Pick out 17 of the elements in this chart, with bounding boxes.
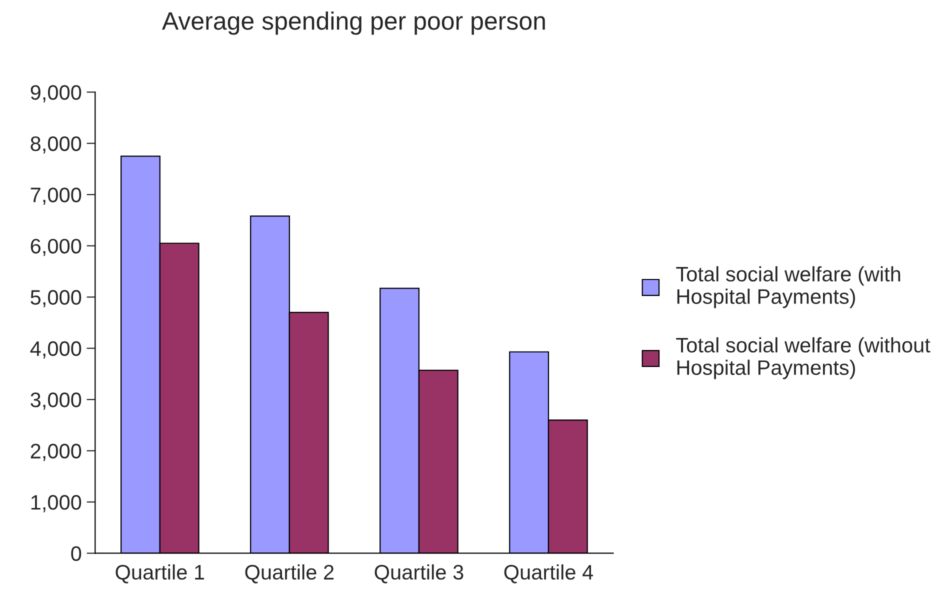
x-tick-label: Quartile 4	[504, 564, 594, 584]
x-tick-label: Quartile 1	[116, 564, 204, 584]
y-tick-label: 9,000	[30, 85, 82, 102]
chart-title: Average spending per poor person	[162, 11, 545, 35]
y-tick-label: 0	[71, 546, 82, 561]
y-tick-label: 5,000	[30, 290, 82, 308]
x-tick-label: Quartile 2	[245, 564, 334, 584]
x-tick-label: Quartile 3	[374, 564, 464, 584]
y-tick-label: 8,000	[30, 136, 82, 154]
legend-label: Total social welfare (with Hospital Payments)	[676, 266, 900, 308]
legend-label: Total social welfare (without Hospital Payments)	[676, 337, 930, 380]
y-tick-label: 4,000	[30, 341, 82, 359]
y-tick-label: 3,000	[30, 392, 82, 410]
y-tick-label: 2,000	[30, 444, 82, 461]
y-tick-label: 7,000	[30, 188, 82, 205]
y-tick-label: 6,000	[30, 238, 82, 256]
y-tick-label: 1,000	[31, 495, 82, 512]
